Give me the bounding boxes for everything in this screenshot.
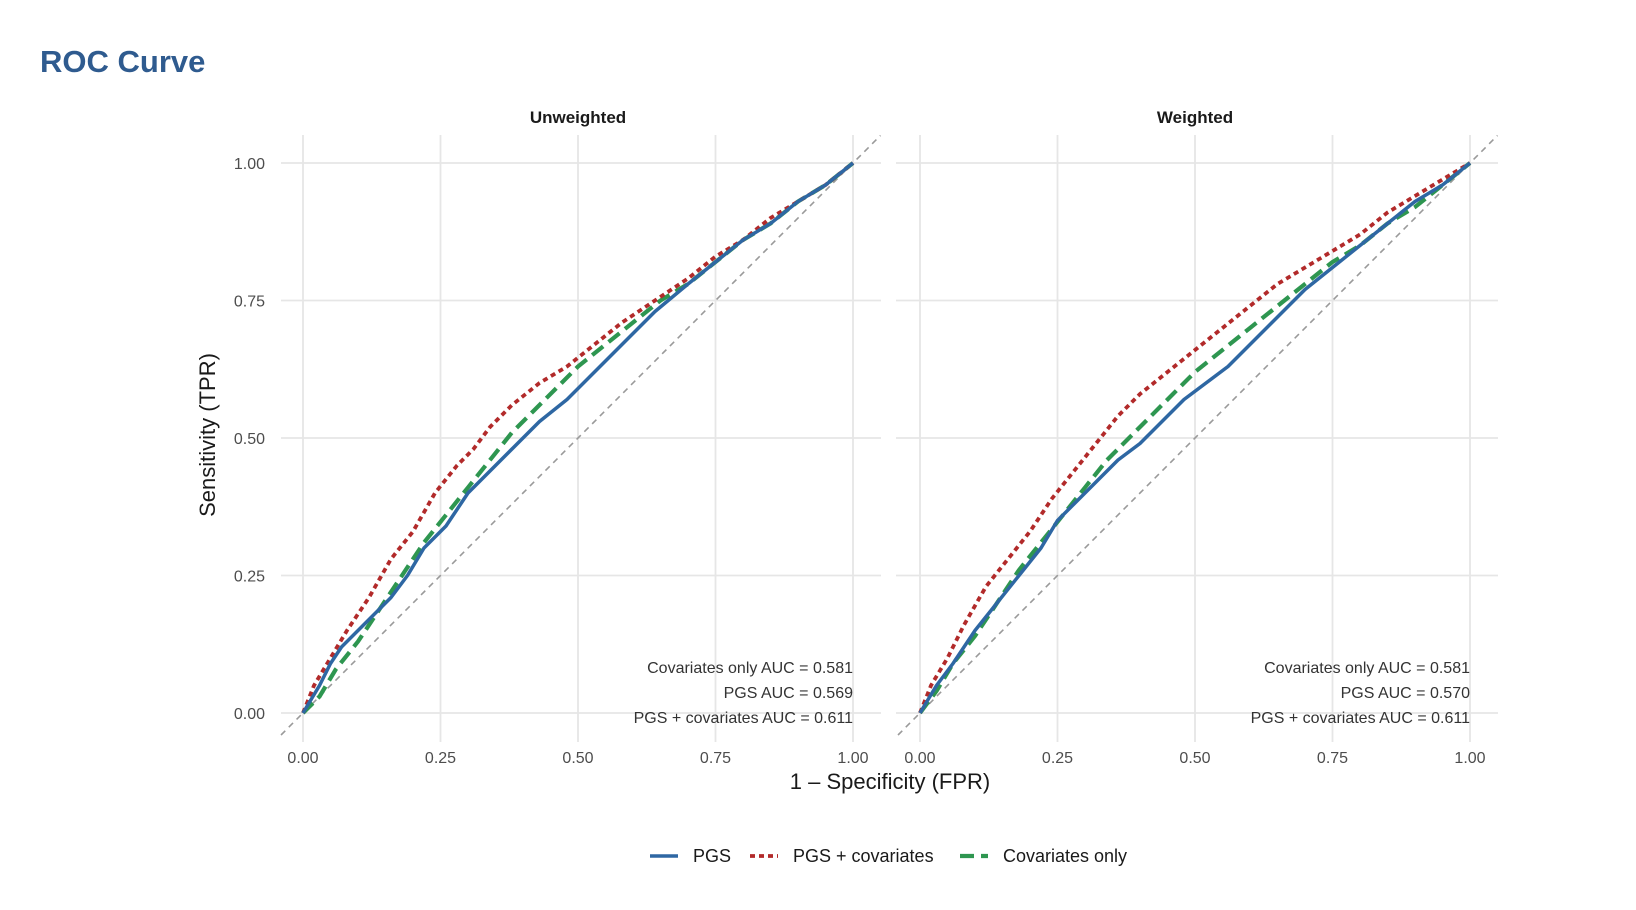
panel-title: Weighted — [1157, 108, 1233, 127]
panel-weighted: Weighted 0.00 0.25 0.50 0.75 1.00 Covariates o… — [896, 108, 1499, 767]
x-tick-label: 1.00 — [1454, 750, 1485, 767]
auc-annotation: Covariates only AUC = 0.581 — [647, 660, 853, 677]
series-line-pgs-covariates — [301, 161, 855, 714]
legend-label: PGS + covariates — [793, 846, 934, 866]
auc-annotation: Covariates only AUC = 0.581 — [1264, 660, 1470, 677]
x-tick-label: 0.00 — [904, 750, 935, 767]
y-tick-label: 0.50 — [234, 431, 265, 448]
y-axis-title: Sensitivity (TPR) — [195, 353, 220, 517]
reference-diagonal-line — [897, 134, 1499, 736]
panel-unweighted: Unweighted 0.00 0.25 0.50 0.75 1.00 0.00 0.25 0.… — [234, 108, 882, 767]
auc-annotation: PGS AUC = 0.570 — [1341, 685, 1471, 702]
auc-annotation: PGS + covariates AUC = 0.611 — [634, 710, 853, 727]
reference-diagonal-line — [280, 134, 882, 736]
x-tick-label: 0.50 — [562, 750, 593, 767]
y-tick-label: 0.00 — [234, 706, 265, 723]
auc-annotation: PGS + covariates AUC = 0.611 — [1251, 710, 1470, 727]
panel-title: Unweighted — [530, 108, 626, 127]
legend: PGS PGS + covariates Covariates only — [650, 846, 1127, 866]
legend-label: PGS — [693, 846, 731, 866]
x-tick-label: 0.75 — [700, 750, 731, 767]
y-tick-label: 0.25 — [234, 569, 265, 586]
auc-annotation: PGS AUC = 0.569 — [724, 685, 854, 702]
x-tick-label: 0.25 — [1042, 750, 1073, 767]
x-tick-label: 0.25 — [425, 750, 456, 767]
x-tick-label: 1.00 — [837, 750, 868, 767]
legend-label: Covariates only — [1003, 846, 1127, 866]
y-tick-label: 0.75 — [234, 294, 265, 311]
series-line-pgs-covariates — [918, 161, 1471, 714]
x-tick-label: 0.75 — [1317, 750, 1348, 767]
x-axis-title: 1 – Specificity (FPR) — [790, 769, 991, 794]
x-tick-label: 0.00 — [287, 750, 318, 767]
y-tick-label: 1.00 — [234, 156, 265, 173]
page-title: ROC Curve — [40, 44, 205, 79]
series-line-pgs — [301, 161, 855, 714]
series-line-pgs — [918, 161, 1472, 714]
x-tick-label: 0.50 — [1179, 750, 1210, 767]
